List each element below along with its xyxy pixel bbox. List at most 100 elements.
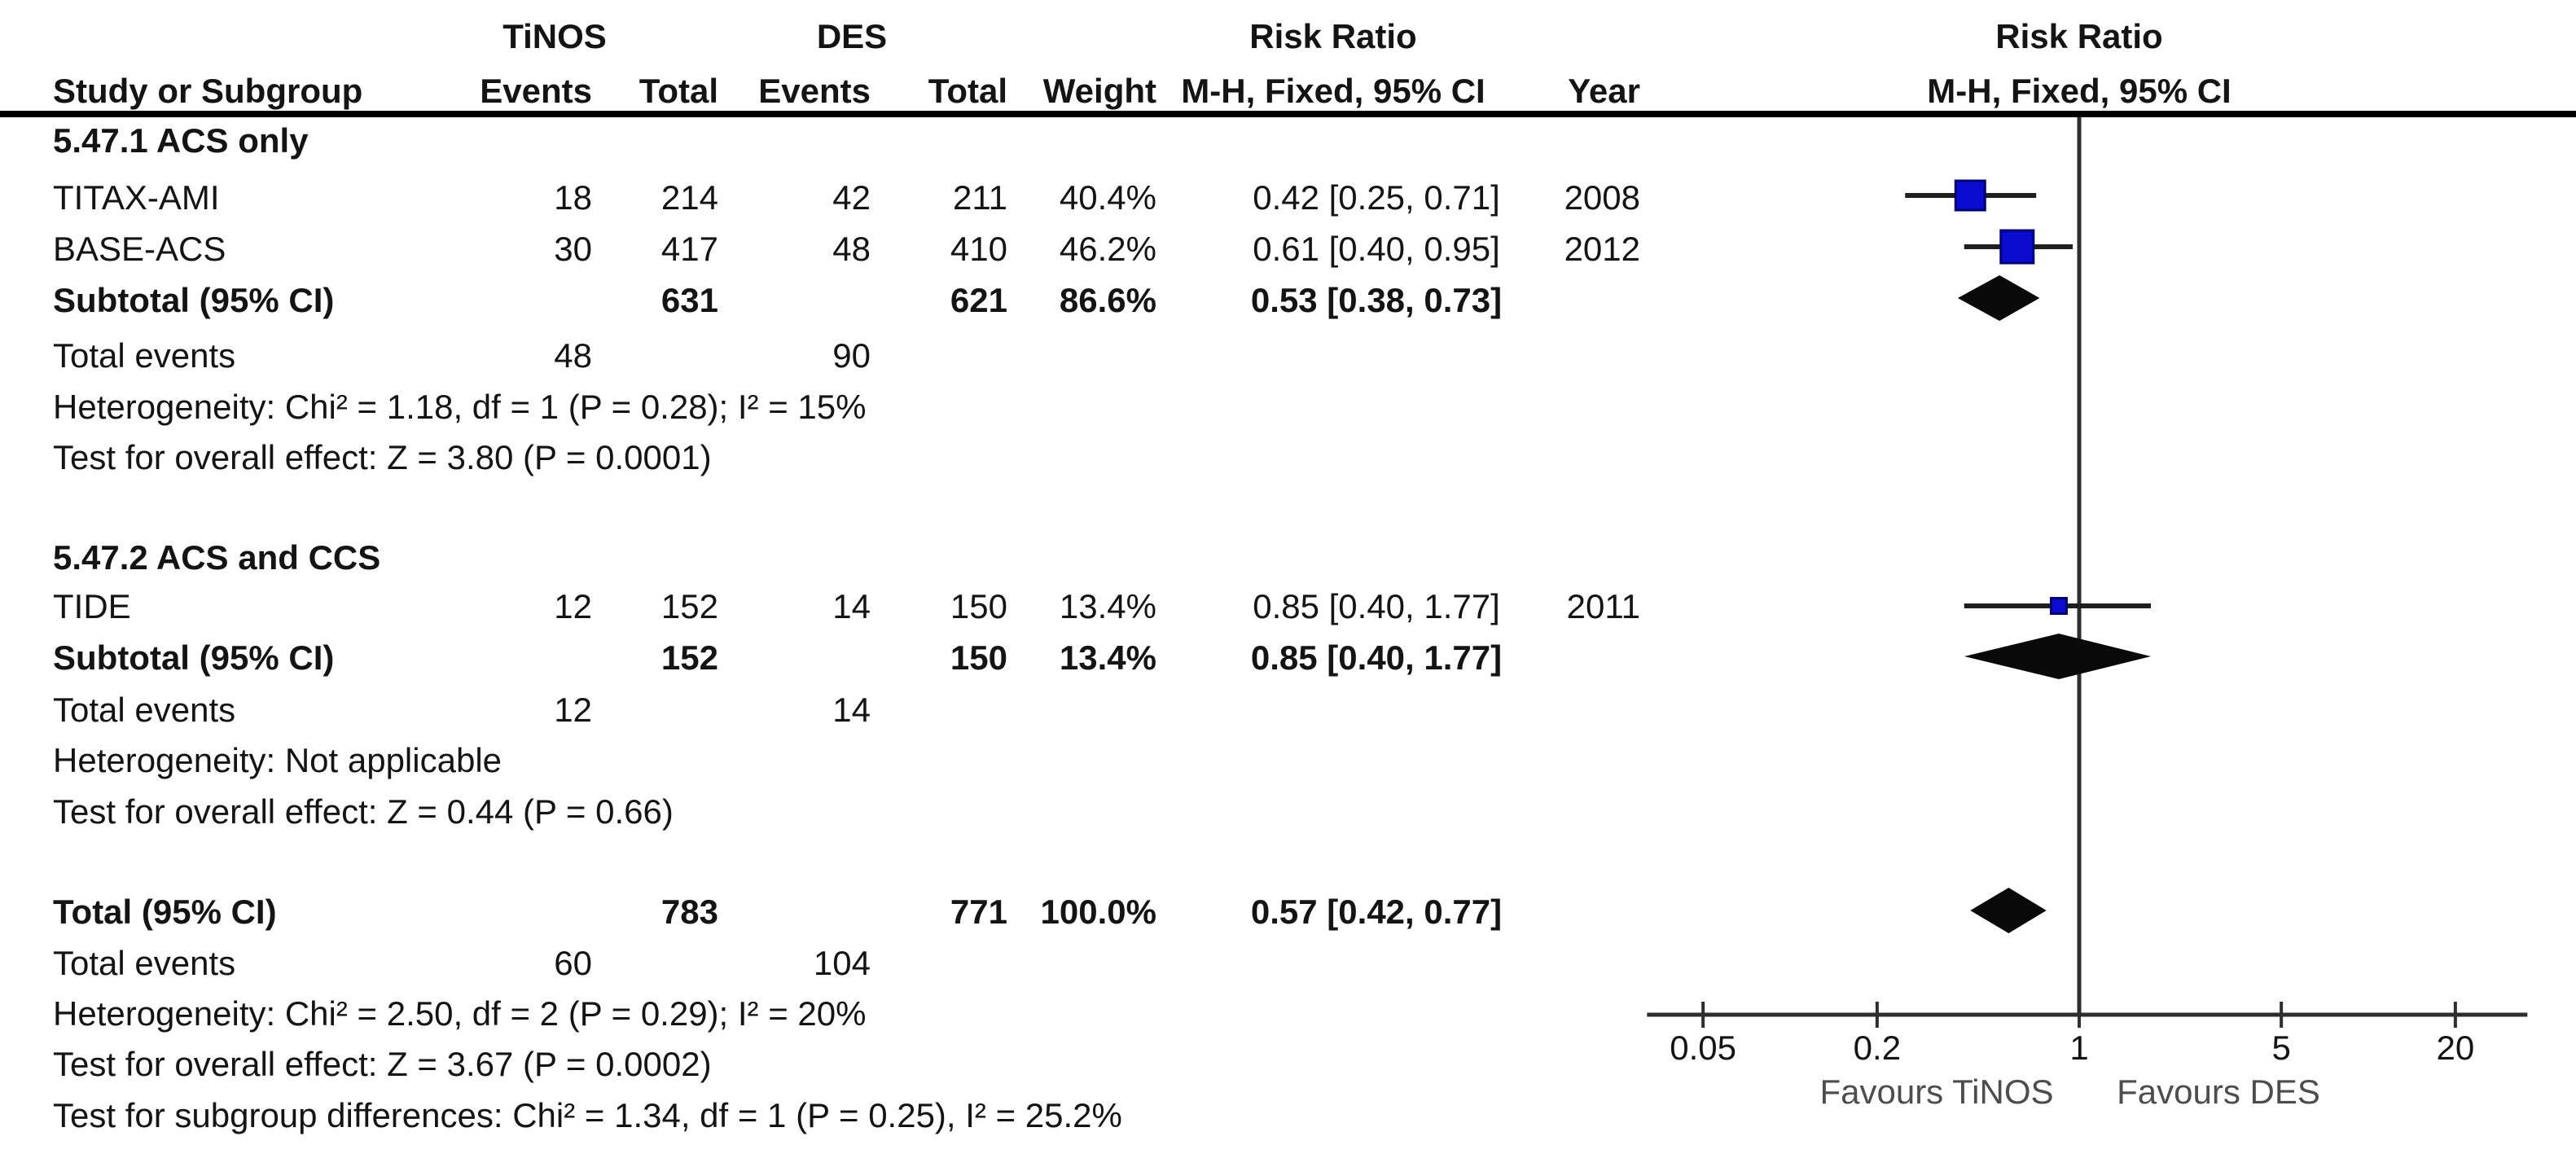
total-total-c: 771 — [950, 893, 1007, 931]
subtotal-total-c: 150 — [950, 638, 1007, 677]
total-events-row: Total events 12 14 — [0, 685, 2576, 735]
col-method-right: M-H, Fixed, 95% CI — [1927, 72, 2232, 110]
heterogeneity-text: Heterogeneity: Chi² = 1.18, df = 1 (P = … — [53, 388, 867, 426]
overall-effect-text: Test for overall effect: Z = 3.80 (P = 0… — [53, 438, 712, 476]
subtotal-row: Subtotal (95% CI) 152 150 13.4% 0.85 [0.… — [0, 633, 2576, 683]
effect-square — [2049, 597, 2068, 615]
study-year: 2011 — [1566, 587, 1640, 625]
study-events-c: 14 — [832, 587, 871, 625]
total-weight: 100.0% — [1040, 893, 1156, 931]
study-total-c: 410 — [950, 230, 1007, 268]
effect-square — [1999, 229, 2035, 265]
heterogeneity-row: Heterogeneity: Not applicable — [0, 735, 2576, 786]
total-events-t: 48 — [554, 336, 592, 375]
col-year: Year — [1568, 72, 1640, 110]
subtotal-weight: 13.4% — [1059, 638, 1156, 677]
study-name: TITAX-AMI — [53, 178, 220, 217]
axis-tick-label: 20 — [2436, 1029, 2475, 1067]
study-events-t: 30 — [554, 230, 592, 268]
subgroup1-title-row: 5.47.1 ACS only — [0, 116, 2576, 166]
column-header-row: Study or Subgroup Events Total Events To… — [0, 66, 2576, 116]
study-year: 2012 — [1564, 230, 1640, 268]
study-weight: 40.4% — [1059, 178, 1156, 217]
study-estimate: 0.42 [0.25, 0.71] — [1253, 178, 1500, 217]
favours-left-label: Favours TiNOS — [1819, 1073, 2054, 1111]
total-total-t: 783 — [660, 893, 718, 931]
subtotal-estimate: 0.85 [0.40, 1.77] — [1250, 638, 1503, 677]
study-row: TIDE 12 152 14 150 13.4% 0.85 [0.40, 1.7… — [0, 581, 2576, 632]
study-total-t: 214 — [660, 178, 718, 217]
col-events-treatment: Events — [480, 72, 592, 110]
col-total-control: Total — [928, 72, 1007, 110]
subtotal-label: Subtotal (95% CI) — [53, 281, 335, 319]
subtotal-total-t: 631 — [660, 281, 718, 319]
subtotal-total-c: 621 — [950, 281, 1007, 319]
study-events-c: 42 — [832, 178, 871, 217]
heterogeneity-text: Heterogeneity: Not applicable — [53, 741, 502, 779]
pooled-diamond — [1964, 634, 2152, 679]
subgroup2-title: 5.47.2 ACS and CCS — [53, 538, 381, 577]
subgroup1-title: 5.47.1 ACS only — [53, 121, 309, 160]
col-events-control: Events — [758, 72, 871, 110]
overall-effect-row: Test for overall effect: Z = 3.80 (P = 0… — [0, 432, 2576, 483]
study-row: TITAX-AMI 18 214 42 211 40.4% 0.42 [0.25… — [0, 173, 2576, 223]
axis-tick-label: 5 — [2271, 1029, 2291, 1067]
subgroup-differences-row: Test for subgroup differences: Chi² = 1.… — [0, 1090, 2576, 1141]
heterogeneity-row: Heterogeneity: Chi² = 1.18, df = 1 (P = … — [0, 382, 2576, 432]
study-total-c: 150 — [950, 587, 1007, 625]
study-events-t: 12 — [554, 587, 592, 625]
study-name: TIDE — [53, 587, 131, 625]
total-events-t: 12 — [554, 691, 592, 729]
total-events-row: Total events 60 104 — [0, 938, 2576, 989]
total-events-label: Total events — [53, 336, 236, 375]
favours-right-label: Favours DES — [2117, 1073, 2320, 1111]
overall-effect-row: Test for overall effect: Z = 3.67 (P = 0… — [0, 1039, 2576, 1090]
pooled-diamond — [1957, 275, 2040, 321]
subtotal-label: Subtotal (95% CI) — [53, 638, 335, 677]
study-estimate: 0.61 [0.40, 0.95] — [1253, 230, 1500, 268]
heterogeneity-text: Heterogeneity: Chi² = 2.50, df = 2 (P = … — [53, 994, 867, 1033]
subgroup2-title-row: 5.47.2 ACS and CCS — [0, 533, 2576, 583]
subtotal-row: Subtotal (95% CI) 631 621 86.6% 0.53 [0.… — [0, 275, 2576, 326]
study-events-t: 18 — [554, 178, 592, 217]
axis-tick-label: 0.2 — [1853, 1029, 1902, 1067]
study-row: BASE-ACS 30 417 48 410 46.2% 0.61 [0.40,… — [0, 224, 2576, 274]
study-year: 2008 — [1564, 178, 1640, 217]
subtotal-estimate: 0.53 [0.38, 0.73] — [1250, 281, 1503, 319]
axis-tick-label: 0.05 — [1670, 1029, 1736, 1067]
study-weight: 13.4% — [1059, 587, 1156, 625]
col-study: Study or Subgroup — [53, 72, 363, 110]
total-events-label: Total events — [53, 691, 236, 729]
group-header-row: TiNOS DES Risk Ratio Risk Ratio — [0, 11, 2576, 62]
subtotal-total-t: 152 — [660, 638, 718, 677]
axis-tick-label: 1 — [2069, 1029, 2089, 1067]
total-events-c: 90 — [832, 336, 871, 375]
risk-ratio-header-left: Risk Ratio — [1249, 17, 1417, 55]
treatment-group-header: TiNOS — [502, 17, 607, 55]
total-events-c: 14 — [832, 691, 871, 729]
control-group-header: DES — [816, 17, 888, 55]
subtotal-weight: 86.6% — [1059, 281, 1156, 319]
study-total-c: 211 — [953, 178, 1007, 217]
heterogeneity-row: Heterogeneity: Chi² = 2.50, df = 2 (P = … — [0, 989, 2576, 1039]
col-total-treatment: Total — [639, 72, 718, 110]
total-label: Total (95% CI) — [53, 893, 277, 931]
total-events-c: 104 — [813, 944, 871, 982]
study-events-c: 48 — [832, 230, 871, 268]
total-events-label: Total events — [53, 944, 236, 982]
study-weight: 46.2% — [1059, 230, 1156, 268]
header-separator — [0, 111, 2576, 117]
study-name: BASE-ACS — [53, 230, 226, 268]
overall-effect-row: Test for overall effect: Z = 0.44 (P = 0… — [0, 787, 2576, 837]
effect-square — [1954, 179, 1986, 212]
col-weight: Weight — [1042, 72, 1156, 110]
risk-ratio-header-right: Risk Ratio — [1995, 17, 2163, 55]
total-row: Total (95% CI) 783 771 100.0% 0.57 [0.42… — [0, 887, 2576, 937]
study-total-t: 417 — [660, 230, 718, 268]
pooled-diamond — [1970, 888, 2047, 933]
study-estimate: 0.85 [0.40, 1.77] — [1253, 587, 1500, 625]
overall-effect-text: Test for overall effect: Z = 0.44 (P = 0… — [53, 792, 674, 831]
total-events-t: 60 — [554, 944, 592, 982]
subgroup-differences-text: Test for subgroup differences: Chi² = 1.… — [53, 1096, 1122, 1134]
